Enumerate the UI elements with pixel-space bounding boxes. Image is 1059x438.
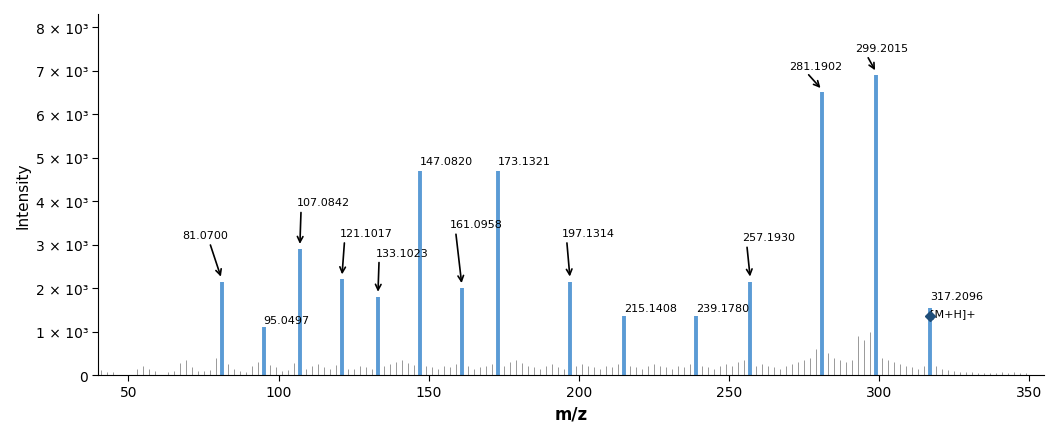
Text: [M+H]+: [M+H]+	[931, 309, 976, 319]
Y-axis label: Intensity: Intensity	[15, 162, 30, 228]
Text: 121.1017: 121.1017	[340, 229, 393, 238]
Text: 299.2015: 299.2015	[855, 44, 908, 54]
Text: 147.0820: 147.0820	[419, 157, 473, 167]
Text: 257.1930: 257.1930	[742, 233, 795, 243]
Text: 317.2096: 317.2096	[931, 291, 984, 301]
Text: 81.0700: 81.0700	[182, 231, 228, 240]
Text: 239.1780: 239.1780	[696, 303, 750, 313]
Text: 173.1321: 173.1321	[498, 157, 551, 167]
Text: 197.1314: 197.1314	[562, 229, 615, 238]
X-axis label: m/z: m/z	[555, 405, 588, 423]
Text: 95.0497: 95.0497	[264, 315, 310, 325]
Text: 215.1408: 215.1408	[624, 303, 677, 313]
Text: 161.0958: 161.0958	[450, 219, 503, 230]
Text: 133.1023: 133.1023	[376, 248, 429, 258]
Text: 281.1902: 281.1902	[789, 61, 842, 71]
Text: 107.0842: 107.0842	[297, 198, 349, 208]
